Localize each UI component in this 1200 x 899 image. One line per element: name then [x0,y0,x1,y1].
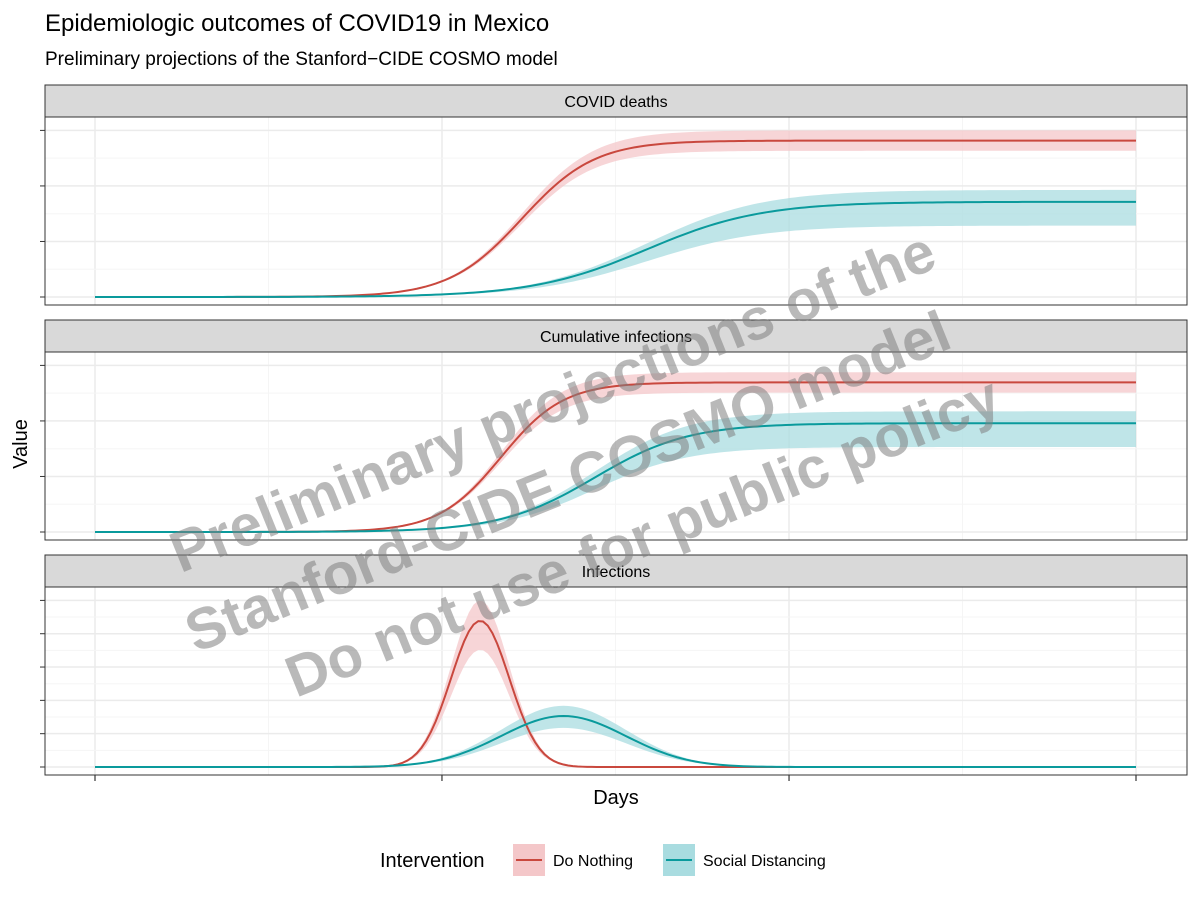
facet-strip [44,554,1188,588]
y-axis-title: Value [10,419,32,469]
chart-subtitle: Preliminary projections of the Stanford−… [45,49,558,70]
panel-border [44,351,1188,541]
facet-covid-deaths: COVID deaths [40,84,1188,306]
ribbon-do-nothing [95,130,1136,297]
legend-title: Intervention [380,850,485,872]
chart-title: Epidemiologic outcomes of COVID19 in Mex… [45,10,549,37]
legend-label: Do Nothing [553,853,633,870]
line-social-distancing [95,422,1136,533]
ribbon-do-nothing [95,372,1136,532]
facet-strip [44,84,1188,118]
facet-strip-label: COVID deaths [564,94,667,111]
panel-border [44,586,1188,776]
line-social-distancing [95,714,1136,768]
x-axis-title: Days [593,787,639,809]
ribbon-social-distancing [95,705,1136,767]
legend-key-social-distancing: Social Distancing [663,844,826,876]
legend-label: Social Distancing [703,853,826,870]
facet-strip-label: Infections [582,564,650,581]
facet-infections: Infections [40,554,1188,776]
line-social-distancing [94,200,1137,298]
ribbon-social-distancing [95,411,1136,532]
facet-strip-label: Cumulative infections [540,329,692,346]
facet-cumulative-infections: Cumulative infections [40,319,1188,541]
panel-border [44,116,1188,306]
x-axis [94,775,1137,781]
ribbon-social-distancing [95,189,1136,297]
legend: Intervention Do Nothing Social Distancing [380,844,826,876]
facet-strip [44,319,1188,353]
legend-key-do-nothing: Do Nothing [513,844,633,876]
facet-panels: COVID deaths Cumulative infections Infecti… [40,84,1188,776]
